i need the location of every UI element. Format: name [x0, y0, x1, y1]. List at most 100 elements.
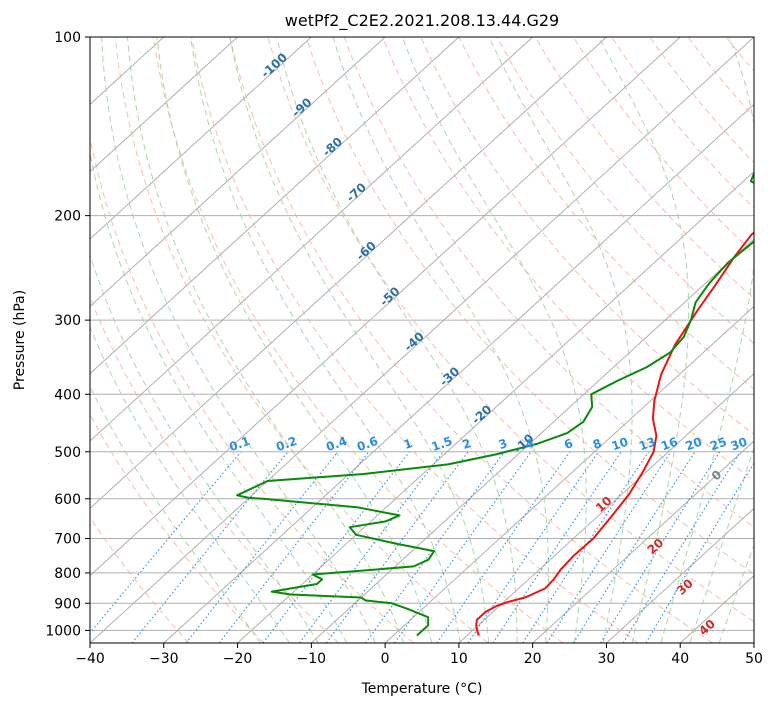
y-tick-label: 700 — [54, 532, 81, 548]
isotherm-line — [90, 37, 754, 643]
moist-adiabat-line — [276, 37, 518, 643]
isotherm-line — [90, 37, 460, 375]
moist-adiabat-line — [90, 385, 261, 643]
mixing-ratio-line — [299, 451, 444, 643]
mixing-ratio-label: 0.2 — [274, 434, 299, 454]
y-tick-label: 100 — [54, 30, 81, 46]
moist-adiabat-line — [660, 37, 754, 643]
isotherm-line — [753, 642, 754, 643]
mixing-ratio-line — [325, 451, 469, 643]
mixing-ratio-label: 10 — [610, 435, 630, 454]
background-lines — [90, 37, 775, 643]
x-tick-label: 0 — [381, 651, 390, 667]
moist-adiabat-line — [598, 37, 690, 643]
dry-adiabat-line — [191, 37, 639, 643]
mixing-ratio-line — [365, 451, 505, 643]
mixing-ratio-line — [492, 451, 622, 643]
y-tick-label: 900 — [54, 596, 81, 612]
dry-adiabat-line — [764, 37, 775, 643]
x-tick-label: −40 — [75, 651, 105, 667]
mixing-ratio-label: 16 — [659, 435, 679, 454]
mixing-ratio-line — [645, 462, 754, 643]
moist-adiabat-line — [127, 37, 405, 643]
moist-adiabat-line — [90, 325, 290, 643]
chart-title: wetPf2_C2E2.2021.208.13.44.G29 — [285, 11, 559, 31]
dry-adiabat-line — [382, 37, 754, 482]
x-tick-label: −10 — [297, 651, 327, 667]
moist-adiabat-line — [156, 37, 433, 643]
mixing-ratio-label: 0.1 — [227, 434, 252, 454]
isotherm-line — [90, 37, 238, 173]
y-tick-label: 1000 — [45, 623, 81, 639]
dry-adiabat-line — [152, 37, 564, 643]
x-tick-label: −20 — [223, 651, 253, 667]
moist-adiabat-line — [229, 37, 490, 643]
dewpoint-profile-line — [236, 170, 754, 637]
dry-adiabat-line — [114, 37, 489, 643]
mixing-ratio-line — [185, 451, 339, 643]
y-tick-label: 400 — [54, 387, 81, 403]
isotherm-line — [384, 305, 754, 643]
mixing-ratio-label: 20 — [683, 435, 703, 454]
dry-adiabat-line — [305, 37, 754, 575]
y-tick-label: 300 — [54, 313, 81, 329]
moist-adiabat-line — [401, 37, 587, 643]
dry-adiabat-line — [229, 37, 713, 643]
data-lines — [236, 170, 754, 637]
axis-ticks: −40 −30 −20 −10 0 10 20 30 40 50 100 200 300 400 500 60… — [45, 30, 763, 667]
isotherm-line — [237, 171, 754, 643]
moist-adiabat-line — [718, 543, 754, 643]
x-tick-label: 10 — [450, 651, 468, 667]
mixing-ratio-label: 0.4 — [324, 434, 349, 454]
x-tick-label: 20 — [524, 651, 542, 667]
y-tick-label: 800 — [54, 566, 81, 582]
dry-adiabat-line — [458, 37, 754, 390]
mixing-ratio-line — [90, 451, 242, 634]
isotherm-line — [311, 238, 754, 643]
moist-adiabat-line — [332, 37, 549, 643]
plot-frame — [89, 36, 755, 644]
y-tick-label: 500 — [54, 445, 81, 461]
y-tick-label: 600 — [54, 492, 81, 508]
dry-adiabat-line — [90, 413, 265, 643]
mixing-ratio-line — [394, 451, 532, 643]
mixing-ratio-line — [546, 451, 672, 643]
moist-adiabat-line — [90, 149, 348, 643]
moist-adiabat-line — [90, 253, 319, 643]
x-tick-label: 50 — [745, 651, 763, 667]
moist-adiabat-line — [101, 37, 376, 643]
mixing-ratio-line — [522, 451, 650, 643]
mixing-ratio-line — [467, 451, 599, 643]
mixing-ratio-label: 0.6 — [355, 434, 380, 454]
dry-adiabat-line — [420, 37, 754, 436]
y-tick-label: 200 — [54, 209, 81, 225]
isotherm-line — [458, 373, 754, 643]
mixing-ratio-label: 13 — [637, 435, 657, 454]
y-axis-label: Pressure (hPa) — [12, 290, 28, 390]
x-axis-label: Temperature (°C) — [361, 681, 483, 697]
isotherm-line — [606, 507, 754, 643]
isotherm-line — [90, 37, 607, 509]
mixing-ratio-line — [622, 451, 741, 643]
dry-adiabat-line — [496, 37, 754, 345]
moist-adiabat-line — [488, 37, 633, 643]
mixing-ratio-line — [436, 451, 571, 643]
mixing-ratio-label: 25 — [708, 435, 728, 454]
x-tick-label: 40 — [671, 651, 689, 667]
dry-adiabat-line — [534, 37, 754, 299]
moist-adiabat-line — [689, 446, 754, 643]
mixing-ratio-line — [131, 451, 289, 643]
isotherm-line — [90, 37, 386, 307]
dry-adiabat-line — [267, 37, 754, 623]
isotherm-line — [90, 37, 681, 577]
moist-adiabat-line — [190, 37, 461, 643]
mixing-ratio-label: 1.5 — [430, 434, 455, 454]
mixing-ratio-label: 30 — [729, 435, 749, 454]
isotherm-line — [163, 103, 754, 643]
isotherm-line — [90, 37, 533, 442]
mixing-ratio-line — [573, 451, 696, 643]
dry-adiabat-line — [343, 37, 754, 528]
isotherm-line — [90, 37, 312, 240]
x-tick-label: −30 — [149, 651, 179, 667]
